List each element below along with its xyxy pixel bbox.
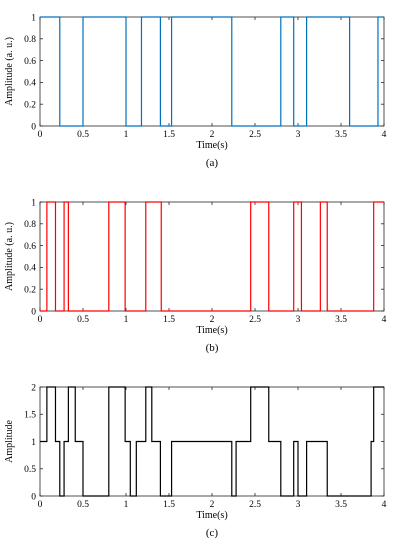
y-axis-label: Amplitude (a. u.) xyxy=(4,37,15,106)
x-tick-label: 1 xyxy=(124,315,129,325)
y-axis-label: Amplitude xyxy=(4,420,15,463)
x-axis-label: Time(s) xyxy=(196,140,227,151)
x-tick-label: 1 xyxy=(124,500,129,510)
x-tick-label: 0.5 xyxy=(77,315,89,325)
y-tick-label: 0.4 xyxy=(24,79,36,89)
x-tick-label: 2 xyxy=(210,500,215,510)
y-tick-label: 0 xyxy=(31,307,36,317)
x-tick-label: 4 xyxy=(382,130,387,140)
y-tick-label: 2 xyxy=(31,383,36,393)
x-tick-label: 2.5 xyxy=(249,315,261,325)
x-tick-label: 0.5 xyxy=(77,130,89,140)
x-tick-label: 2 xyxy=(210,315,215,325)
y-tick-label: 0.4 xyxy=(24,264,36,274)
x-tick-label: 3.5 xyxy=(335,130,347,140)
panel-label: (b) xyxy=(206,342,219,354)
panel-label: (c) xyxy=(206,527,219,539)
x-tick-label: 4 xyxy=(382,315,387,325)
y-tick-label: 0.8 xyxy=(24,220,36,230)
y-tick-label: 0.6 xyxy=(24,57,36,67)
y-axis-label: Amplitude (a. u.) xyxy=(4,222,15,291)
chart-panel: 0 0.5 1 1.5 2 2.5 3 3.5 4 0 0.2 0.4 0.6 0.8 1 Time(s) Am… xyxy=(4,13,387,169)
x-axis-label: Time(s) xyxy=(196,325,227,336)
series-line xyxy=(40,386,384,497)
x-axis-label: Time(s) xyxy=(196,510,227,521)
y-tick-label: 0.2 xyxy=(24,286,36,296)
y-tick-label: 0.5 xyxy=(24,465,36,475)
x-tick-label: 0 xyxy=(38,130,43,140)
x-tick-label: 3 xyxy=(296,130,301,140)
x-tick-label: 1 xyxy=(124,130,129,140)
x-tick-label: 2.5 xyxy=(249,130,261,140)
chart-panel: 0 0.5 1 1.5 2 2.5 3 3.5 400.511.52Time(s)Amplitu… xyxy=(4,383,387,539)
y-tick-label: 0.8 xyxy=(24,35,36,45)
plot-frame xyxy=(39,16,385,127)
x-tick-label: 3 xyxy=(296,500,301,510)
x-tick-label: 1.5 xyxy=(163,130,175,140)
x-tick-label: 4 xyxy=(382,500,387,510)
x-tick-label: 0 xyxy=(38,500,43,510)
y-tick-label: 0.2 xyxy=(24,101,36,111)
x-tick-label: 2 xyxy=(210,130,215,140)
chart-panel: 0 0.5 1 1.5 2 2.5 3 3.5 4 0 0.2 0.4 0.6 0.8 1 Time(s) Am… xyxy=(4,198,387,354)
x-tick-label: 0.5 xyxy=(77,500,89,510)
x-tick-label: 3 xyxy=(296,315,301,325)
y-tick-label: 1 xyxy=(31,13,36,23)
series-line xyxy=(40,201,384,312)
x-tick-label: 3.5 xyxy=(335,500,347,510)
x-tick-label: 1.5 xyxy=(163,500,175,510)
y-tick-label: 1 xyxy=(31,438,36,448)
series-line xyxy=(40,16,384,127)
y-tick-label: 0 xyxy=(31,492,36,502)
y-tick-label: 1.5 xyxy=(24,411,36,421)
y-tick-label: 1 xyxy=(31,198,36,208)
x-tick-label: 3.5 xyxy=(335,315,347,325)
y-tick-label: 0.6 xyxy=(24,242,36,252)
x-tick-label: 0 xyxy=(38,315,43,325)
panel-label: (a) xyxy=(206,157,219,169)
x-tick-label: 2.5 xyxy=(249,500,261,510)
plot-frame xyxy=(39,201,385,312)
y-tick-label: 0 xyxy=(31,122,36,132)
x-tick-label: 1.5 xyxy=(163,315,175,325)
